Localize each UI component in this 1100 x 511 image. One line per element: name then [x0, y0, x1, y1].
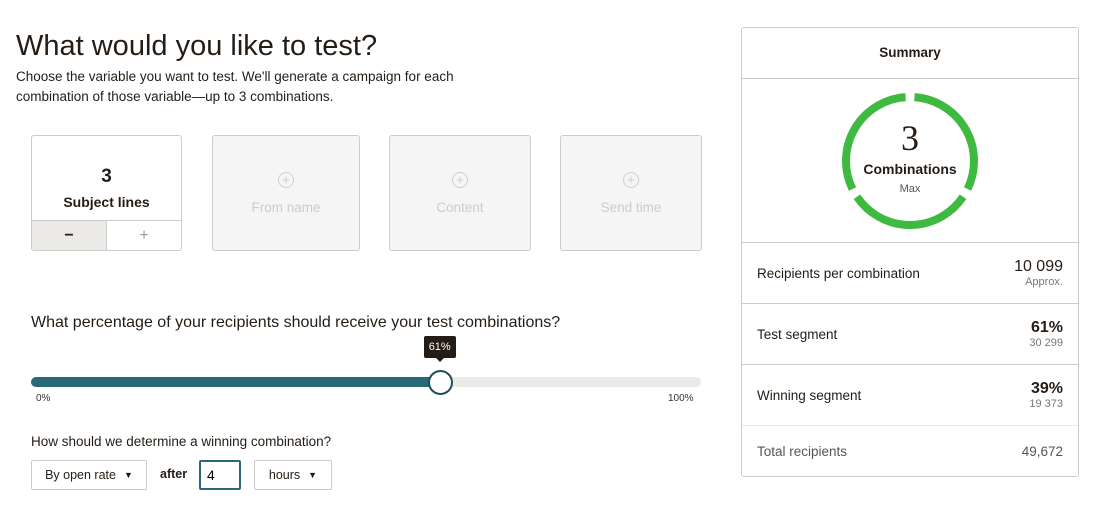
row-value: 39% — [1030, 380, 1063, 397]
plus-circle-icon: + — [452, 171, 468, 188]
increment-button[interactable]: + — [139, 226, 149, 244]
combinations-section: 3 Combinations Max — [742, 78, 1078, 242]
row-value: 49,672 — [1021, 444, 1063, 459]
metric-value: By open rate — [45, 468, 116, 482]
ring-segment — [853, 193, 967, 229]
subject-lines-label: Subject lines — [63, 194, 150, 210]
row-label: Test segment — [757, 326, 838, 342]
row-value: 10 099 — [1014, 258, 1063, 275]
combinations-ring — [842, 92, 978, 229]
combinations-count: 3 — [901, 118, 919, 158]
variable-card-content[interactable]: + Content — [389, 135, 531, 251]
slider-thumb[interactable] — [427, 370, 453, 395]
content-label: Content — [436, 199, 484, 215]
variable-card-from-name[interactable]: + From name — [212, 135, 360, 251]
slider-tooltip: 61% — [423, 336, 456, 362]
variable-card-send-time[interactable]: + Send time — [560, 135, 702, 251]
unit-select[interactable]: hours ▼ — [254, 460, 332, 490]
subject-lines-stepper: − + — [32, 220, 181, 250]
summary-title: Summary — [879, 45, 941, 60]
ring-segment — [914, 92, 978, 191]
metric-select[interactable]: By open rate ▼ — [31, 460, 147, 490]
plus-circle-icon: + — [623, 171, 639, 188]
ring-segment — [842, 92, 906, 191]
row-label: Winning segment — [757, 387, 862, 403]
chevron-down-icon: ▼ — [308, 470, 318, 480]
row-sub: 19 373 — [1029, 398, 1063, 410]
variable-card-subject-lines[interactable]: 3 Subject lines − + — [31, 135, 182, 251]
row-label: Recipients per combination — [757, 265, 920, 281]
chevron-down-icon: ▼ — [123, 470, 133, 480]
subject-lines-count: 3 — [101, 166, 112, 187]
after-label: after — [160, 467, 188, 481]
page-title: What would you like to test? — [16, 30, 378, 62]
combinations-sub: Max — [899, 183, 921, 195]
slider-min-label: 0% — [36, 393, 51, 404]
slider-fill — [31, 377, 440, 387]
duration-input[interactable] — [199, 460, 241, 490]
row-label: Total recipients — [757, 444, 848, 459]
from-name-label: From name — [251, 199, 321, 215]
row-sub: Approx. — [1025, 276, 1063, 288]
slider-max-label: 100% — [668, 393, 694, 404]
summary-panel: Summary 3 Combinations Max Recipients pe… — [741, 27, 1079, 477]
percentage-question: What percentage of your recipients shoul… — [31, 314, 561, 331]
decrement-button[interactable]: − — [32, 221, 107, 250]
summary-row-total: Total recipients 49,672 — [742, 425, 1078, 477]
row-value: 61% — [1030, 319, 1063, 336]
send-time-label: Send time — [600, 199, 662, 215]
winner-question: How should we determine a winning combin… — [31, 434, 332, 449]
page-description: Choose the variable you want to test. We… — [16, 69, 454, 104]
combinations-label: Combinations — [863, 161, 957, 177]
plus-circle-icon: + — [278, 171, 294, 188]
summary-row: Test segment 61% 30 299 — [742, 303, 1078, 364]
row-sub: 30 299 — [1029, 337, 1063, 349]
unit-value: hours — [268, 468, 301, 482]
summary-row: Winning segment 39% 19 373 — [742, 364, 1078, 425]
summary-row: Recipients per combination 10 099 Approx. — [742, 242, 1078, 303]
